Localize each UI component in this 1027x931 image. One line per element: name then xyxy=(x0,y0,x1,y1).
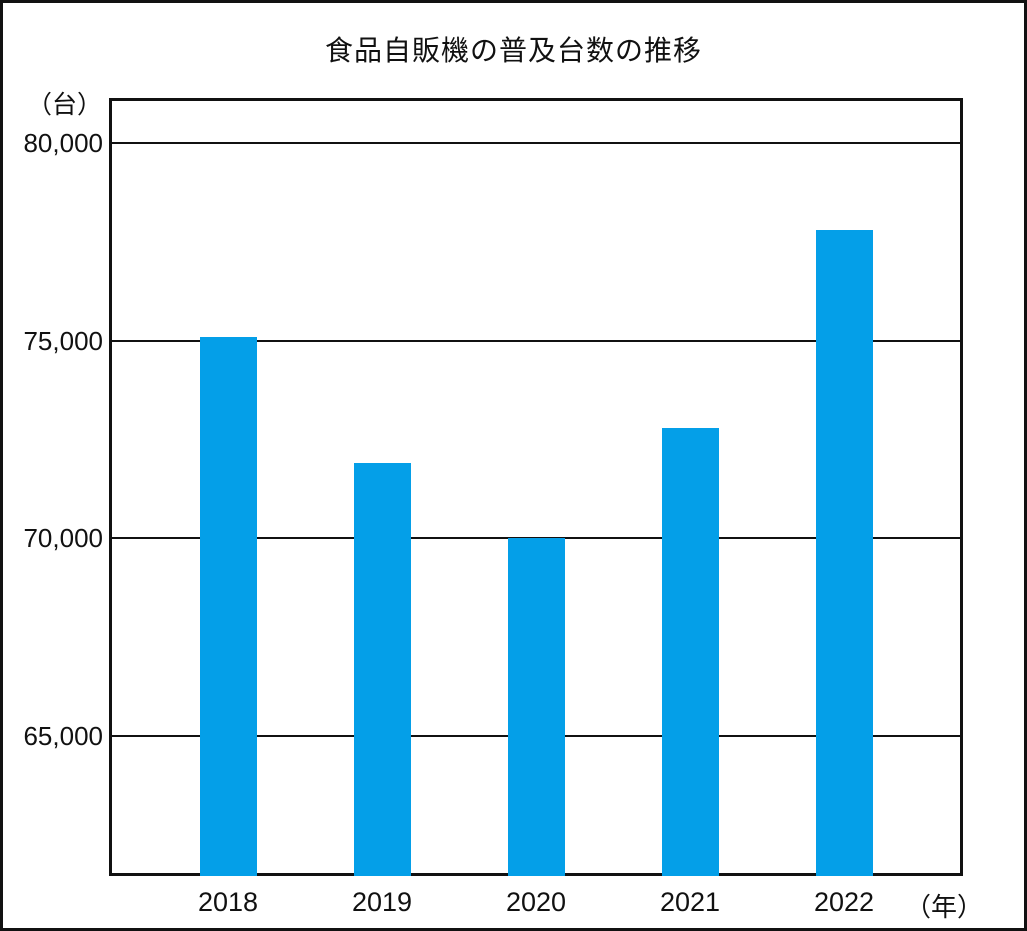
bar-2019 xyxy=(353,463,411,876)
x-tick-label: 2021 xyxy=(659,887,721,917)
x-tick-label: 2022 xyxy=(813,887,875,917)
x-tick-label: 2019 xyxy=(351,887,413,917)
x-tick-label: 2020 xyxy=(505,887,567,917)
bar-2022 xyxy=(815,229,873,876)
y-axis-unit-label: （台） xyxy=(27,91,103,119)
y-tick-label: 80,000 xyxy=(23,127,103,158)
gridline xyxy=(112,141,960,144)
y-tick-label: 70,000 xyxy=(23,523,103,554)
plot-area xyxy=(109,98,963,876)
chart-title: 食品自販機の普及台数の推移 xyxy=(324,35,702,66)
x-tick-label: 2018 xyxy=(197,887,259,917)
bar-2018 xyxy=(199,336,257,876)
y-tick-label: 65,000 xyxy=(23,720,103,751)
bar-2021 xyxy=(661,427,719,876)
gridline xyxy=(112,339,960,342)
x-axis-unit-label: （年） xyxy=(904,892,984,922)
gridline xyxy=(112,537,960,540)
y-tick-label: 75,000 xyxy=(23,325,103,356)
bar-2020 xyxy=(507,538,565,876)
